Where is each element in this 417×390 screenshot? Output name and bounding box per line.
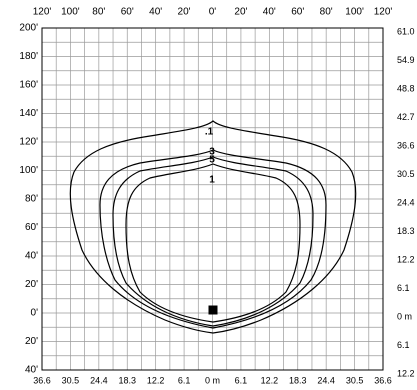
bottom-tick-label: 6.1	[235, 375, 248, 385]
contour-line	[69, 120, 357, 334]
contour-line	[125, 163, 301, 323]
right-tick-label: 61.0	[397, 26, 415, 36]
top-tick-label: 80'	[92, 7, 105, 18]
right-tick-label: 54.9	[397, 55, 415, 65]
bottom-tick-label: 6.1	[178, 375, 191, 385]
right-tick-label: 12.2	[397, 254, 415, 264]
left-tick-label: 0'	[31, 308, 39, 319]
left-tick-label: 20'	[25, 279, 38, 290]
bottom-tick-label: 24.4	[317, 375, 335, 385]
bottom-tick-label: 12.2	[261, 375, 279, 385]
top-tick-label: 120'	[374, 7, 393, 18]
right-tick-label: 18.3	[397, 226, 415, 236]
grid	[41, 27, 384, 371]
bottom-tick-label: 18.3	[289, 375, 307, 385]
contour-line	[112, 156, 314, 327]
bottom-tick-label: 36.6	[33, 375, 51, 385]
right-tick-label: 0 m	[397, 311, 412, 321]
left-tick-label: 60'	[25, 222, 38, 233]
bottom-tick-label: 30.5	[346, 375, 364, 385]
bottom-tick-label: 12.2	[147, 375, 165, 385]
right-tick-label: 6.1	[397, 283, 410, 293]
bottom-tick-label: 18.3	[118, 375, 136, 385]
left-tick-label: 40'	[25, 251, 38, 262]
top-tick-label: 60'	[121, 7, 134, 18]
luminaire-marker	[208, 305, 218, 315]
left-tick-label: 120'	[19, 137, 38, 148]
contour-label: .1	[205, 127, 214, 138]
bottom-tick-label: 24.4	[90, 375, 108, 385]
left-tick-label: 20'	[25, 336, 38, 347]
bottom-tick-label: 0 m	[205, 375, 220, 385]
plot-frame	[41, 27, 384, 371]
contour-label: 3	[209, 147, 215, 158]
right-tick-label: 24.4	[397, 197, 415, 207]
bottom-tick-label: 36.6	[374, 375, 392, 385]
left-tick-label: 100'	[19, 165, 38, 176]
right-tick-label: 48.8	[397, 83, 415, 93]
right-tick-label: 36.6	[397, 140, 415, 150]
left-tick-label: 40'	[25, 365, 38, 376]
bottom-tick-label: 30.5	[62, 375, 80, 385]
top-tick-label: 40'	[149, 7, 162, 18]
top-tick-label: 20'	[234, 7, 247, 18]
left-tick-label: 200'	[19, 23, 38, 34]
right-tick-label: 12.2	[397, 368, 415, 378]
top-tick-label: 20'	[178, 7, 191, 18]
left-tick-label: 180'	[19, 51, 38, 62]
top-tick-label: 60'	[291, 7, 304, 18]
right-tick-label: 30.5	[397, 169, 415, 179]
left-tick-label: 140'	[19, 108, 38, 119]
right-tick-label: 42.7	[397, 112, 415, 122]
contour-label: 1	[209, 175, 215, 186]
top-tick-label: 120'	[33, 7, 52, 18]
top-tick-label: 100'	[345, 7, 364, 18]
left-tick-label: 80'	[25, 194, 38, 205]
left-tick-label: 160'	[19, 80, 38, 91]
top-tick-label: 80'	[320, 7, 333, 18]
top-tick-label: 100'	[61, 7, 80, 18]
contour-label: 5	[209, 155, 215, 166]
contour-line	[99, 149, 327, 329]
top-tick-label: 40'	[263, 7, 276, 18]
right-tick-label: 6.1	[397, 340, 410, 350]
top-tick-label: 0'	[209, 7, 217, 18]
